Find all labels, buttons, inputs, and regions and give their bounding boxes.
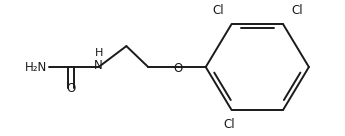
Text: O: O: [173, 62, 183, 75]
Text: Cl: Cl: [224, 118, 235, 131]
Text: Cl: Cl: [212, 4, 224, 17]
Text: H: H: [95, 47, 103, 58]
Text: Cl: Cl: [291, 4, 303, 17]
Text: H₂N: H₂N: [25, 61, 47, 74]
Text: N: N: [94, 59, 103, 72]
Text: O: O: [66, 82, 76, 95]
